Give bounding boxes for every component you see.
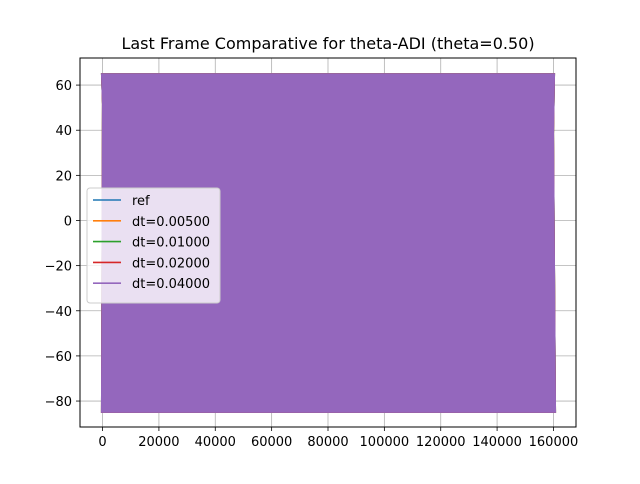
x-tick-label: 20000 <box>138 435 179 450</box>
x-tick-label: 40000 <box>195 435 236 450</box>
legend: ref dt=0.00500 dt=0.01000 dt=0.02000 dt=0.04… <box>86 187 221 304</box>
chart-title: Last Frame Comparative for theta-ADI (th… <box>121 34 534 53</box>
x-tick-label: 160000 <box>529 435 579 450</box>
y-tick-label: 60 <box>55 79 72 94</box>
x-tick-label: 80000 <box>307 435 348 450</box>
y-tick-label: −20 <box>45 260 72 275</box>
y-tick-label: −60 <box>45 350 72 365</box>
y-tick-label: 40 <box>55 124 72 139</box>
series-band-4 <box>100 73 557 413</box>
x-tick-label: 120000 <box>416 435 466 450</box>
legend-label: dt=0.00500 <box>132 215 210 230</box>
y-tick-label: −40 <box>45 305 72 320</box>
x-tick-label: 60000 <box>251 435 292 450</box>
ticks: 0 20000 40000 60000 80000 100000 120000 140000 1… <box>45 79 579 450</box>
legend-box <box>86 187 221 304</box>
x-tick-label: 140000 <box>472 435 522 450</box>
legend-label: dt=0.01000 <box>132 236 210 251</box>
y-tick-label: 0 <box>64 214 72 229</box>
x-tick-label: 100000 <box>360 435 410 450</box>
y-tick-label: 20 <box>55 169 72 184</box>
y-tick-label: −80 <box>45 395 72 410</box>
legend-label: dt=0.02000 <box>132 256 210 271</box>
series-layer <box>100 73 557 413</box>
x-tick-label: 0 <box>98 435 106 450</box>
legend-label: ref <box>132 194 150 209</box>
legend-label: dt=0.04000 <box>132 277 210 292</box>
